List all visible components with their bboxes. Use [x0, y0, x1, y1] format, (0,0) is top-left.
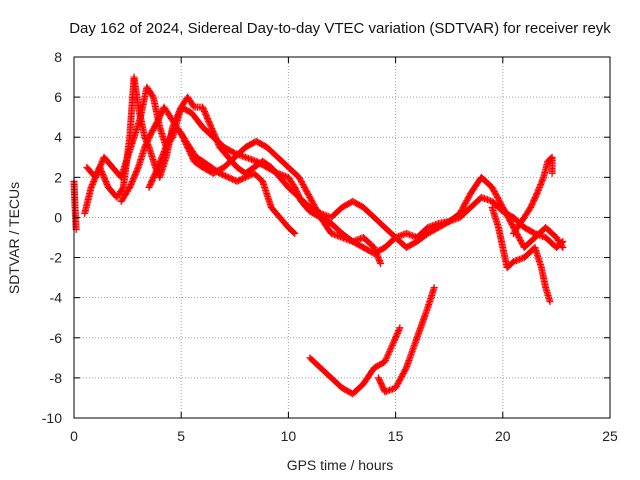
- series-track-4: [117, 103, 299, 237]
- series-track-9: [510, 153, 556, 237]
- data-point: [134, 165, 142, 173]
- series-track-5: [145, 123, 385, 268]
- data-point: [391, 335, 399, 343]
- data-point: [386, 346, 394, 354]
- data-point: [290, 228, 298, 236]
- data-point: [382, 356, 390, 364]
- y-tick-label: -4: [50, 290, 63, 306]
- data-point: [387, 344, 395, 352]
- x-tick-label: 10: [281, 428, 297, 444]
- axis-ticks: -10 -8 -6 -4 -2 0 2 4 6 8 0 5 10 15 20 25: [42, 49, 618, 444]
- data-point: [377, 260, 385, 268]
- data-point: [396, 324, 404, 332]
- data-point: [558, 242, 566, 250]
- x-tick-label: 15: [388, 428, 404, 444]
- data-point: [383, 353, 391, 361]
- y-axis-label: SDTVAR / TECUs: [6, 182, 22, 294]
- y-tick-label: 8: [54, 49, 62, 65]
- data-point: [548, 169, 556, 177]
- data-point: [395, 325, 403, 333]
- data-point: [382, 355, 390, 363]
- x-axis-label: GPS time / hours: [287, 457, 394, 473]
- data-point: [386, 347, 394, 355]
- series-track-1: [70, 177, 80, 233]
- data-point: [402, 365, 410, 373]
- data-point: [559, 244, 567, 252]
- data-point: [389, 340, 397, 348]
- data-point: [388, 341, 396, 349]
- y-tick-label: -10: [42, 410, 62, 426]
- data-point: [148, 92, 156, 100]
- y-tick-label: -6: [50, 330, 63, 346]
- chart-title: Day 162 of 2024, Sidereal Day-to-day VTE…: [69, 20, 611, 37]
- data-points: [70, 73, 567, 398]
- x-tick-label: 25: [602, 428, 618, 444]
- y-tick-label: -2: [50, 250, 63, 266]
- data-point: [384, 352, 392, 360]
- y-tick-label: 6: [54, 89, 62, 105]
- y-tick-label: 0: [54, 209, 62, 225]
- data-point: [390, 338, 398, 346]
- plot-frame: [73, 56, 611, 419]
- data-point: [384, 350, 392, 358]
- y-tick-label: -8: [50, 370, 63, 386]
- y-tick-label: 4: [54, 129, 62, 145]
- series-track-8: [488, 203, 554, 306]
- series-track-7: [374, 284, 438, 396]
- data-point: [118, 185, 126, 193]
- x-tick-label: 5: [177, 428, 185, 444]
- data-point: [291, 229, 299, 237]
- data-point: [388, 343, 396, 351]
- data-point: [385, 349, 393, 357]
- x-tick-label: 0: [70, 428, 78, 444]
- data-point: [546, 298, 554, 306]
- data-point: [390, 337, 398, 345]
- data-point: [430, 284, 438, 292]
- x-tick-label: 20: [495, 428, 511, 444]
- series-track-6: [306, 324, 404, 398]
- data-point: [381, 358, 389, 366]
- y-tick-label: 2: [54, 169, 62, 185]
